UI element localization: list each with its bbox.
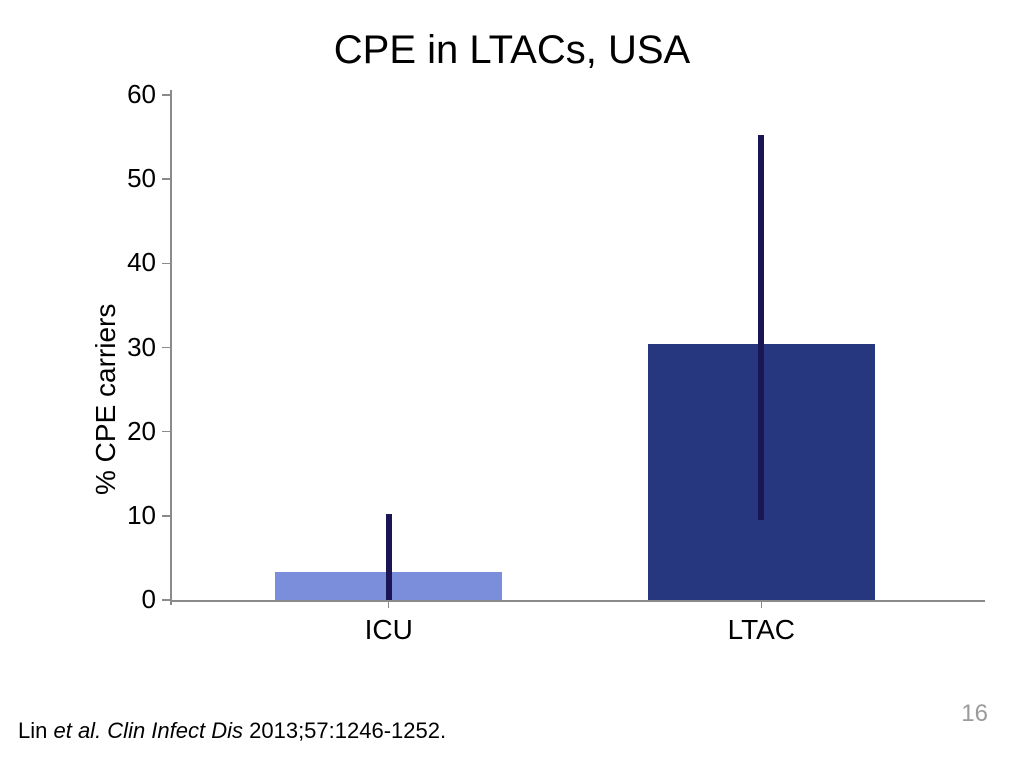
y-tick-label: 50 <box>110 163 156 194</box>
citation-author: Lin <box>18 718 53 743</box>
x-category-label: ICU <box>289 614 489 646</box>
x-category-label: LTAC <box>661 614 861 646</box>
y-tick <box>162 515 170 517</box>
citation-rest: 2013;57:1246-1252. <box>249 718 446 743</box>
x-tick <box>388 600 390 608</box>
citation-italic: et al. Clin Infect Dis <box>53 718 249 743</box>
y-tick <box>162 263 170 265</box>
y-tick <box>162 94 170 96</box>
y-tick-label: 30 <box>110 332 156 363</box>
y-axis <box>170 90 172 605</box>
y-tick <box>162 599 170 601</box>
y-tick-label: 20 <box>110 416 156 447</box>
error-bar-icu <box>386 514 392 600</box>
page-number: 16 <box>961 700 988 728</box>
error-bar-ltac <box>758 135 764 520</box>
y-tick <box>162 178 170 180</box>
x-axis <box>170 600 985 602</box>
x-tick <box>761 600 763 608</box>
y-tick <box>162 347 170 349</box>
y-tick <box>162 431 170 433</box>
page-title: CPE in LTACs, USA <box>0 28 1024 73</box>
y-tick-label: 40 <box>110 247 156 278</box>
citation: Lin et al. Clin Infect Dis 2013;57:1246-… <box>18 718 446 744</box>
y-tick-label: 10 <box>110 500 156 531</box>
y-tick-label: 60 <box>110 79 156 110</box>
y-tick-label: 0 <box>110 584 156 615</box>
